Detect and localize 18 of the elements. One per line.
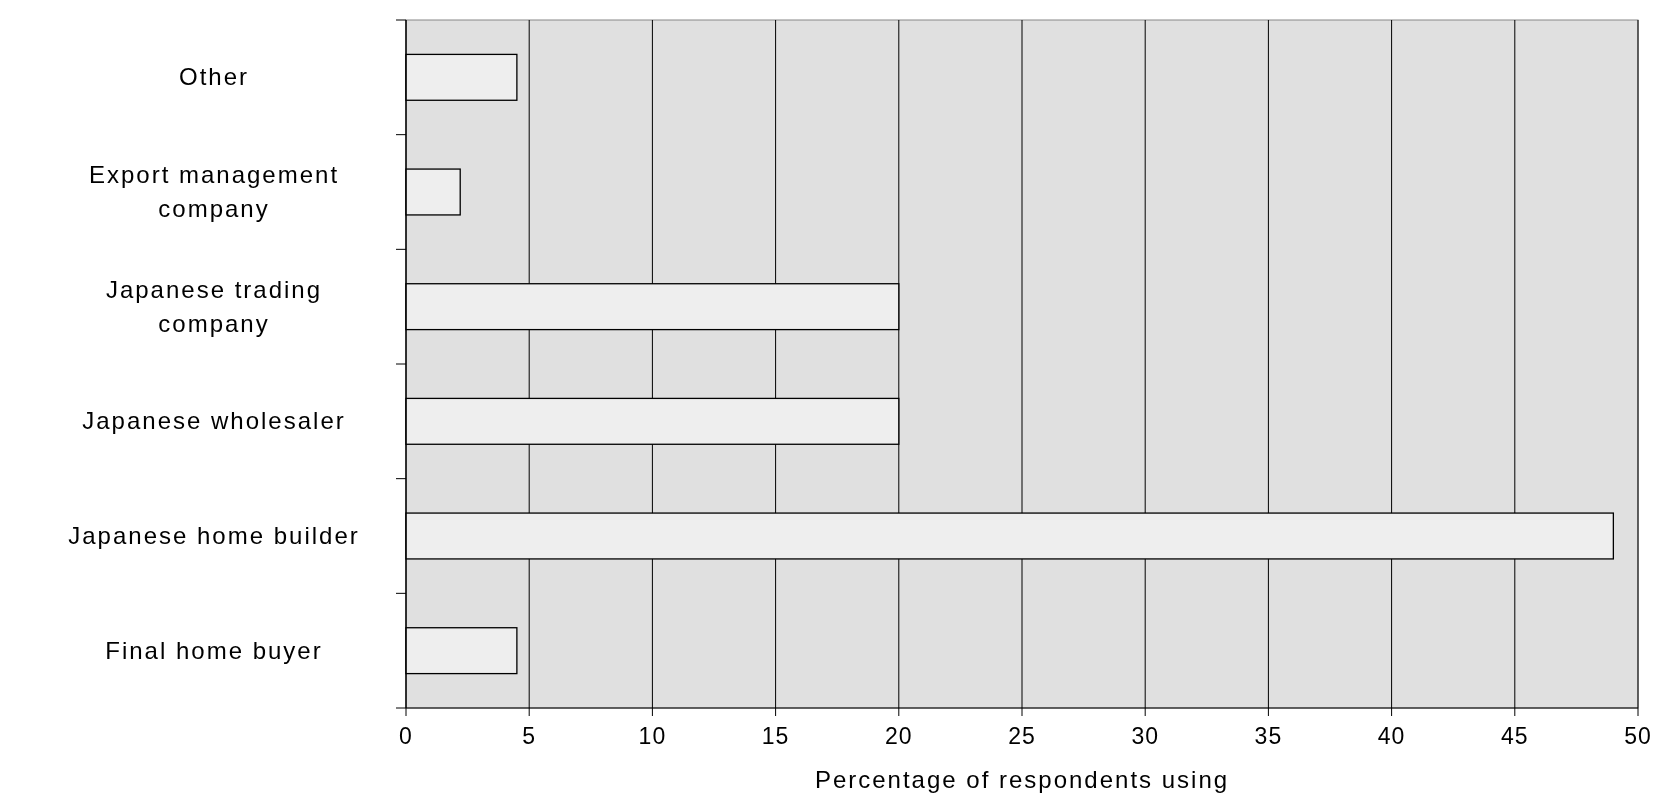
x-tick-label: 35 xyxy=(1254,723,1283,749)
y-tick-label: Japanese trading company xyxy=(105,275,323,337)
y-tick-label: Other xyxy=(178,63,250,91)
x-tick-label: 40 xyxy=(1377,723,1406,749)
x-tick-label: 25 xyxy=(1008,723,1036,749)
x-axis-title: Percentage of respondents using xyxy=(814,766,1230,793)
y-tick-label: Export management company xyxy=(88,161,340,222)
x-tick-label: 10 xyxy=(638,723,667,749)
y-tick-label: Japanese wholesaler xyxy=(82,407,346,435)
x-tick-label: 50 xyxy=(1624,723,1652,749)
x-tick-label: 5 xyxy=(522,723,537,749)
x-tick-label: 30 xyxy=(1131,723,1159,749)
y-tick-label: Final home buyer xyxy=(105,636,323,664)
x-tick-label: 20 xyxy=(885,723,913,749)
x-tick-label: 15 xyxy=(761,723,790,749)
y-tick-label: Japanese home builder xyxy=(68,522,360,549)
x-tick-label: 45 xyxy=(1501,723,1529,749)
x-tick-label: 0 xyxy=(399,723,413,749)
